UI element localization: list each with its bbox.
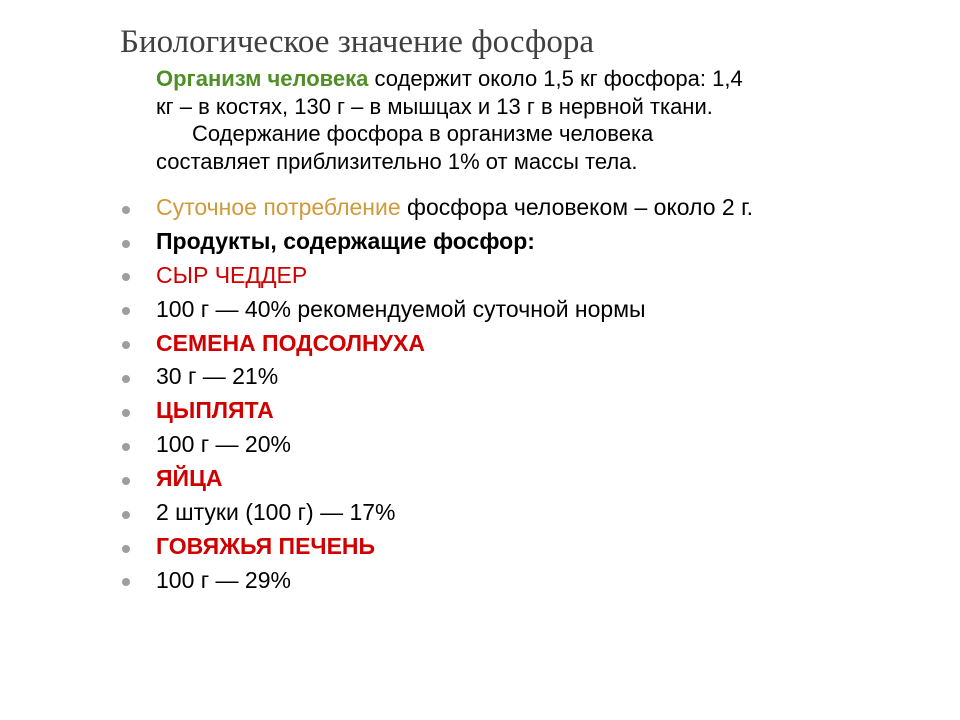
- list-item: 30 г — 21%: [120, 362, 920, 392]
- list-item: 2 штуки (100 г) — 17%: [120, 498, 920, 528]
- list-item: СЫР ЧЕДДЕР: [120, 261, 920, 291]
- bullet-list: Суточное потребление фосфора человеком –…: [120, 193, 920, 596]
- list-item: ЯЙЦА: [120, 464, 920, 494]
- list-item: ЦЫПЛЯТА: [120, 396, 920, 426]
- slide: Биологическое значение фосфора Организм …: [0, 0, 960, 624]
- list-item-text: фосфора человеком – около 2 г.: [401, 194, 753, 220]
- list-item-lead: Суточное потребление: [156, 194, 401, 220]
- list-item: ГОВЯЖЬЯ ПЕЧЕНЬ: [120, 532, 920, 562]
- intro-line2: Содержание фосфора в организме человека …: [156, 120, 746, 175]
- intro-lead: Организм человека: [156, 66, 368, 91]
- intro-paragraph: Организм человека содержит около 1,5 кг …: [156, 65, 746, 175]
- list-item: Продукты, содержащие фосфор:: [120, 227, 920, 257]
- list-item: СЕМЕНА ПОДСОЛНУХА: [120, 329, 920, 359]
- list-item: 100 г — 40% рекомендуемой суточной нормы: [120, 295, 920, 325]
- list-item: 100 г — 29%: [120, 566, 920, 596]
- list-item: Суточное потребление фосфора человеком –…: [120, 193, 920, 223]
- slide-title: Биологическое значение фосфора: [120, 24, 920, 61]
- list-item: 100 г — 20%: [120, 430, 920, 460]
